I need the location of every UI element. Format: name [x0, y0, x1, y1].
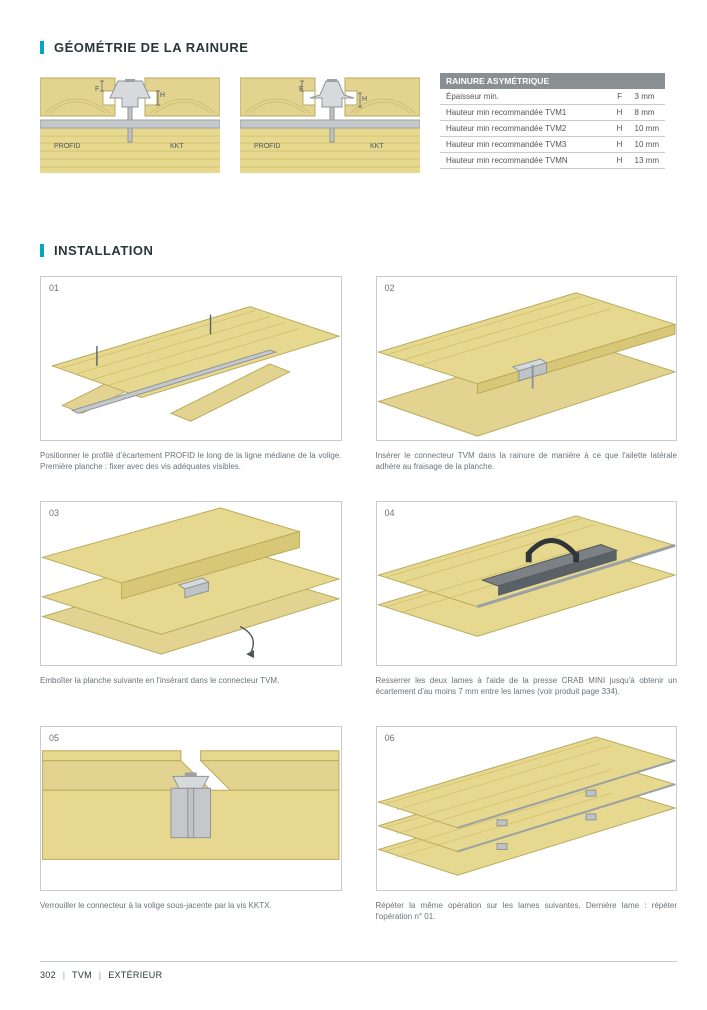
svg-text:PROFID: PROFID [254, 143, 280, 150]
step-panel-03: 03 [40, 501, 342, 666]
step-panel-04: 04 [376, 501, 678, 666]
footer-category: EXTÉRIEUR [108, 970, 162, 980]
svg-text:F: F [95, 86, 99, 93]
table-row: Hauteur min recommandée TVM3 H 10 mm [440, 137, 665, 153]
footer-sep-icon: | [63, 970, 66, 980]
section-title-install: INSTALLATION [40, 243, 677, 258]
step-panel-01: 01 [40, 276, 342, 441]
svg-text:PROFID: PROFID [54, 143, 80, 150]
svg-text:KKT: KKT [170, 143, 184, 150]
footer-sep-icon: | [99, 970, 102, 980]
table-row: Hauteur min recommandée TVMN H 13 mm [440, 153, 665, 169]
section-title-geometry-label: GÉOMÉTRIE DE LA RAINURE [54, 40, 248, 55]
svg-text:KKT: KKT [370, 143, 384, 150]
step-number: 04 [385, 508, 395, 518]
step-number: 02 [385, 283, 395, 293]
section-title-geometry: GÉOMÉTRIE DE LA RAINURE [40, 40, 677, 55]
svg-text:F: F [299, 86, 303, 93]
step-panel-06: 06 [376, 726, 678, 891]
step-caption: Verrouiller le connecteur à la volige so… [40, 901, 342, 931]
accent-bar-icon [40, 41, 44, 54]
table-row: Hauteur min recommandée TVM1 H 8 mm [440, 105, 665, 121]
step-caption: Emboîter la planche suivante en l'inséra… [40, 676, 342, 706]
svg-text:H: H [362, 96, 367, 103]
step-caption: Resserrer les deux lames à l'aide de la … [376, 676, 678, 706]
svg-text:H: H [160, 92, 165, 99]
footer-brand: TVM [72, 970, 92, 980]
step-caption: Positionner le profilé d'écartement PROF… [40, 451, 342, 481]
table-row: Épaisseur min. F 3 mm [440, 89, 665, 105]
step-number: 03 [49, 508, 59, 518]
step-caption: Insérer le connecteur TVM dans la rainur… [376, 451, 678, 481]
step-number: 05 [49, 733, 59, 743]
spec-table: RAINURE ASYMÉTRIQUE Épaisseur min. F 3 m… [440, 73, 665, 169]
step-panel-02: 02 [376, 276, 678, 441]
accent-bar-icon [40, 244, 44, 257]
section-title-install-label: INSTALLATION [54, 243, 153, 258]
step-panel-05: 05 [40, 726, 342, 891]
step-number: 06 [385, 733, 395, 743]
geometry-diagram-2: F H PROFID KKT [240, 73, 420, 173]
spec-table-header: RAINURE ASYMÉTRIQUE [440, 73, 665, 89]
step-caption: Répéter la même opération sur les lames … [376, 901, 678, 931]
step-number: 01 [49, 283, 59, 293]
footer-page: 302 [40, 970, 56, 980]
page-footer: 302 | TVM | EXTÉRIEUR [40, 961, 677, 980]
table-row: Hauteur min recommandée TVM2 H 10 mm [440, 121, 665, 137]
geometry-diagram-1: F H PROFID KKT [40, 73, 220, 173]
